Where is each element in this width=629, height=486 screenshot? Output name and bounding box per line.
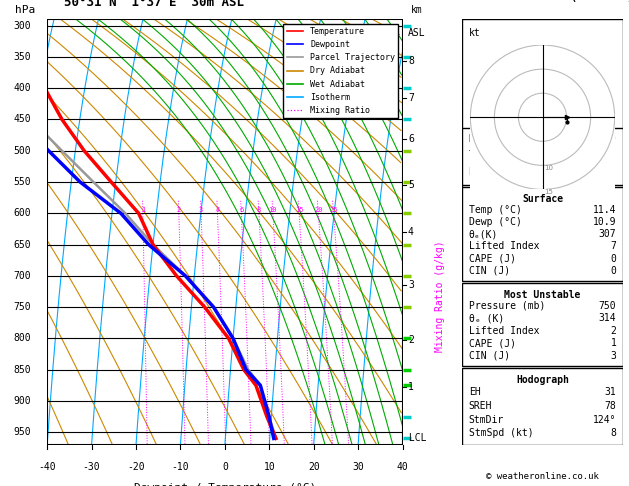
- Text: 0: 0: [222, 462, 228, 472]
- Text: 50°31'N  1°37'E  30m ASL: 50°31'N 1°37'E 30m ASL: [64, 0, 244, 9]
- Text: 650: 650: [14, 240, 31, 250]
- Text: 450: 450: [14, 115, 31, 124]
- Text: 7: 7: [610, 242, 616, 251]
- Text: 500: 500: [14, 146, 31, 156]
- Text: 20: 20: [314, 208, 323, 213]
- Text: CIN (J): CIN (J): [469, 266, 510, 276]
- Text: -30: -30: [83, 462, 101, 472]
- Text: Hodograph: Hodograph: [516, 375, 569, 385]
- Text: Pressure (mb): Pressure (mb): [469, 301, 545, 311]
- Text: 950: 950: [14, 427, 31, 437]
- Bar: [47, 19, 403, 445]
- Text: 30: 30: [352, 462, 364, 472]
- Text: -40: -40: [38, 462, 56, 472]
- Text: 314: 314: [599, 313, 616, 323]
- Bar: [462, 368, 623, 445]
- Text: StmDir: StmDir: [469, 415, 504, 425]
- Text: 11.4: 11.4: [593, 205, 616, 215]
- Text: EH: EH: [469, 387, 481, 398]
- Text: 31: 31: [604, 387, 616, 398]
- Text: 2: 2: [177, 208, 181, 213]
- Text: 3: 3: [199, 208, 203, 213]
- Text: 10: 10: [264, 462, 275, 472]
- Text: SREH: SREH: [469, 401, 493, 411]
- Text: 300: 300: [14, 21, 31, 31]
- Text: 750: 750: [14, 302, 31, 312]
- Text: 2: 2: [610, 326, 616, 336]
- Text: 600: 600: [14, 208, 31, 218]
- Text: 15: 15: [295, 208, 303, 213]
- Text: 0: 0: [610, 266, 616, 276]
- Text: Lifted Index: Lifted Index: [469, 242, 539, 251]
- Text: 2.59: 2.59: [593, 166, 616, 176]
- Bar: [462, 283, 623, 366]
- Bar: [462, 19, 623, 211]
- Text: 0: 0: [610, 254, 616, 263]
- Text: PW (cm): PW (cm): [469, 166, 510, 176]
- Text: Dewpoint / Temperature (°C): Dewpoint / Temperature (°C): [134, 483, 316, 486]
- Text: θₑ(K): θₑ(K): [469, 229, 498, 239]
- Text: 4: 4: [408, 227, 414, 237]
- Text: 8: 8: [257, 208, 261, 213]
- Text: 8: 8: [408, 56, 414, 66]
- Text: © weatheronline.co.uk: © weatheronline.co.uk: [486, 472, 599, 481]
- Text: Totals Totals: Totals Totals: [469, 150, 545, 160]
- Text: Dewp (°C): Dewp (°C): [469, 217, 521, 227]
- Text: 5: 5: [408, 179, 414, 190]
- Text: 47: 47: [604, 150, 616, 160]
- Text: θₑ (K): θₑ (K): [469, 313, 504, 323]
- Text: Surface: Surface: [522, 194, 563, 204]
- Text: CAPE (J): CAPE (J): [469, 254, 516, 263]
- Text: 800: 800: [14, 333, 31, 344]
- Text: hPa: hPa: [15, 5, 35, 15]
- Text: CIN (J): CIN (J): [469, 350, 510, 361]
- Text: 400: 400: [14, 83, 31, 93]
- Text: 750: 750: [599, 301, 616, 311]
- Text: K: K: [469, 134, 475, 144]
- Text: 6: 6: [239, 208, 243, 213]
- Text: 550: 550: [14, 177, 31, 187]
- Text: 6: 6: [408, 134, 414, 144]
- Text: 8: 8: [610, 428, 616, 438]
- Text: -20: -20: [127, 462, 145, 472]
- Text: Most Unstable: Most Unstable: [504, 290, 581, 300]
- Text: 3: 3: [408, 279, 414, 290]
- Text: -10: -10: [172, 462, 189, 472]
- Text: Temp (°C): Temp (°C): [469, 205, 521, 215]
- Text: 350: 350: [14, 52, 31, 62]
- Text: 700: 700: [14, 271, 31, 281]
- Text: km: km: [411, 5, 423, 15]
- Text: 10: 10: [269, 208, 277, 213]
- Text: 1: 1: [141, 208, 145, 213]
- Text: 1: 1: [408, 382, 414, 392]
- Text: CAPE (J): CAPE (J): [469, 338, 516, 348]
- Text: 900: 900: [14, 396, 31, 406]
- Text: 3: 3: [610, 350, 616, 361]
- Legend: Temperature, Dewpoint, Parcel Trajectory, Dry Adiabat, Wet Adiabat, Isotherm, Mi: Temperature, Dewpoint, Parcel Trajectory…: [284, 24, 398, 118]
- Text: 2: 2: [408, 335, 414, 345]
- Text: 4: 4: [215, 208, 220, 213]
- Text: kt: kt: [469, 28, 481, 38]
- Text: 10.9: 10.9: [593, 217, 616, 227]
- Text: 20: 20: [308, 462, 320, 472]
- Text: Lifted Index: Lifted Index: [469, 326, 539, 336]
- Text: 307: 307: [599, 229, 616, 239]
- Text: ASL: ASL: [408, 28, 426, 38]
- Bar: [462, 188, 623, 281]
- Bar: [462, 128, 623, 185]
- Text: 25: 25: [329, 208, 338, 213]
- Text: LCL: LCL: [403, 434, 426, 443]
- Text: 78: 78: [604, 401, 616, 411]
- Text: 40: 40: [397, 462, 408, 472]
- Text: 02.05.2024  15GMT  (Base: 00): 02.05.2024 15GMT (Base: 00): [452, 0, 629, 2]
- Text: Mixing Ratio (g/kg): Mixing Ratio (g/kg): [435, 240, 445, 352]
- Text: 124°: 124°: [593, 415, 616, 425]
- Text: 29: 29: [604, 134, 616, 144]
- Text: 1: 1: [610, 338, 616, 348]
- Text: 7: 7: [408, 93, 414, 103]
- Text: 850: 850: [14, 364, 31, 375]
- Text: StmSpd (kt): StmSpd (kt): [469, 428, 533, 438]
